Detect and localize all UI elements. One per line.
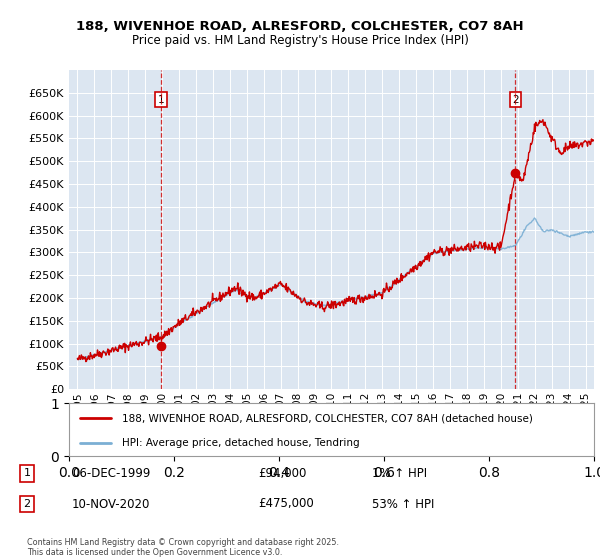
Text: 10-NOV-2020: 10-NOV-2020 [72, 497, 151, 511]
Text: 06-DEC-1999: 06-DEC-1999 [72, 466, 151, 480]
Text: HPI: Average price, detached house, Tendring: HPI: Average price, detached house, Tend… [121, 438, 359, 448]
Text: Contains HM Land Registry data © Crown copyright and database right 2025.
This d: Contains HM Land Registry data © Crown c… [27, 538, 339, 557]
Text: £94,000: £94,000 [258, 466, 307, 480]
Text: 188, WIVENHOE ROAD, ALRESFORD, COLCHESTER, CO7 8AH (detached house): 188, WIVENHOE ROAD, ALRESFORD, COLCHESTE… [121, 413, 532, 423]
Text: 2: 2 [23, 499, 31, 509]
Text: 1% ↑ HPI: 1% ↑ HPI [372, 466, 427, 480]
Text: Price paid vs. HM Land Registry's House Price Index (HPI): Price paid vs. HM Land Registry's House … [131, 34, 469, 46]
Text: 188, WIVENHOE ROAD, ALRESFORD, COLCHESTER, CO7 8AH: 188, WIVENHOE ROAD, ALRESFORD, COLCHESTE… [76, 20, 524, 32]
Text: 1: 1 [157, 95, 164, 105]
Text: 53% ↑ HPI: 53% ↑ HPI [372, 497, 434, 511]
Text: 1: 1 [23, 468, 31, 478]
Text: £475,000: £475,000 [258, 497, 314, 511]
Text: 2: 2 [512, 95, 519, 105]
